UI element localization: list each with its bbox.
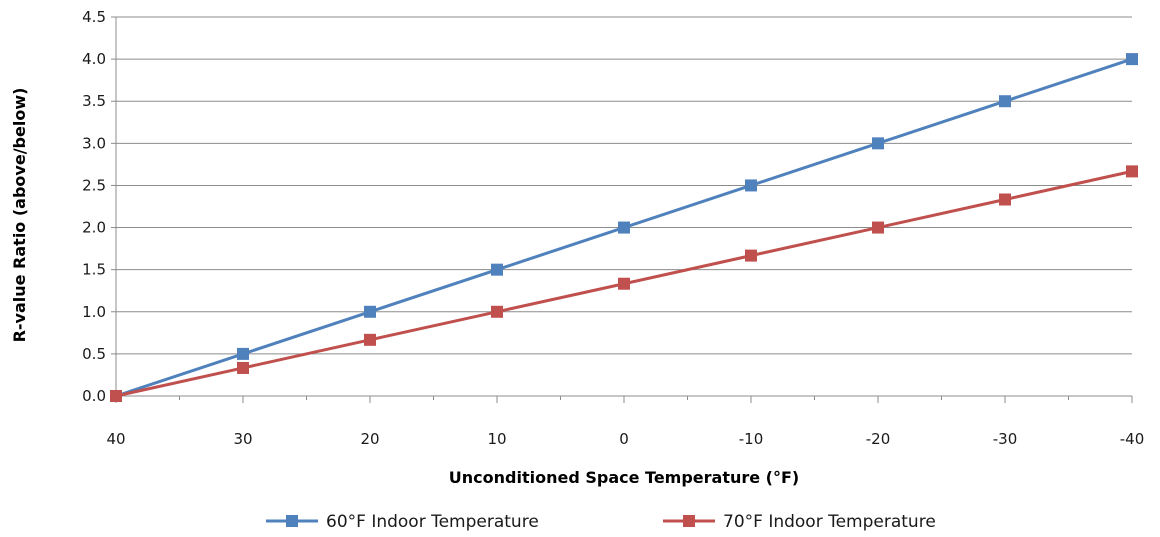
series-2-point xyxy=(745,249,757,262)
x-tick-label: 0 xyxy=(619,430,629,448)
series-1-point xyxy=(999,95,1011,108)
series-layer xyxy=(110,53,1138,402)
legend-swatch-marker xyxy=(683,515,695,527)
series-2-point xyxy=(237,361,249,374)
y-tick-label: 2.5 xyxy=(82,176,106,194)
y-tick-label: 4.0 xyxy=(82,50,106,68)
x-axis-tick-labels: 40 30 20 10 0 -10 -20 -30 -40 xyxy=(106,430,1144,448)
y-axis-tick-labels: 0.0 0.5 1.0 1.5 2.0 2.5 3.0 3.5 4.0 4.5 xyxy=(82,8,106,405)
x-tick-label: -40 xyxy=(1120,430,1145,448)
series-2-point xyxy=(618,277,630,290)
series-1-point xyxy=(491,263,503,276)
legend: 60°F Indoor Temperature 70°F Indoor Tempe… xyxy=(266,512,936,532)
x-tick-label: -10 xyxy=(739,430,764,448)
series-2-point xyxy=(364,333,376,346)
x-axis-title: Unconditioned Space Temperature (°F) xyxy=(449,468,799,487)
y-axis-title: R-value Ratio (above/below) xyxy=(10,88,29,343)
series-2-point xyxy=(999,193,1011,206)
x-tick-label: -20 xyxy=(866,430,891,448)
axes xyxy=(111,16,1133,403)
legend-item-2: 70°F Indoor Temperature xyxy=(663,512,936,532)
series-1-point xyxy=(618,221,630,234)
x-tick-label: 30 xyxy=(233,430,252,448)
legend-swatch-marker xyxy=(286,515,298,527)
legend-label: 70°F Indoor Temperature xyxy=(723,512,936,532)
x-tick-label: 40 xyxy=(106,430,125,448)
series-1-point xyxy=(1126,53,1138,66)
series-2-point xyxy=(110,390,122,402)
x-tick-label: 10 xyxy=(487,430,506,448)
y-tick-label: 1.0 xyxy=(82,303,106,321)
series-1-point xyxy=(237,347,249,360)
y-tick-label: 1.5 xyxy=(82,261,106,279)
y-tick-label: 0.0 xyxy=(82,387,106,405)
grid-lines xyxy=(116,16,1132,355)
y-tick-label: 3.5 xyxy=(82,92,106,110)
series-1-point xyxy=(872,137,884,150)
y-tick-label: 4.5 xyxy=(82,8,106,26)
series-1-point xyxy=(364,305,376,318)
series-2-point xyxy=(491,305,503,318)
series-1-point xyxy=(745,179,757,192)
y-tick-label: 2.0 xyxy=(82,219,106,237)
legend-label: 60°F Indoor Temperature xyxy=(326,512,539,532)
series-2-point xyxy=(872,221,884,234)
series-2-point xyxy=(1126,165,1138,178)
y-tick-label: 3.0 xyxy=(82,134,106,152)
y-tick-label: 0.5 xyxy=(82,345,106,363)
x-tick-label: 20 xyxy=(360,430,379,448)
x-tick-label: -30 xyxy=(993,430,1018,448)
legend-item-1: 60°F Indoor Temperature xyxy=(266,512,539,532)
